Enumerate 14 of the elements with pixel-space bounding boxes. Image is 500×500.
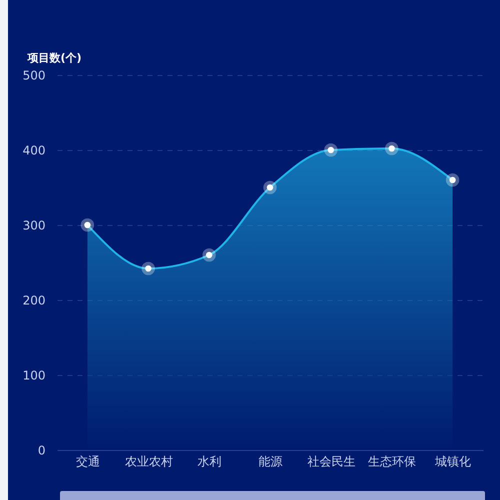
x-tick-label: 水利	[198, 454, 222, 468]
x-tick-label: 社会民生	[307, 454, 356, 468]
x-tick-label: 城镇化	[434, 454, 472, 468]
y-tick-label: 100	[22, 368, 46, 382]
y-axis-title: 项目数(个)	[26, 52, 82, 64]
y-tick-label: 400	[22, 144, 46, 158]
y-tick-label: 200	[22, 294, 46, 308]
x-tick-label: 能源	[258, 454, 282, 468]
x-tick-label: 交通	[76, 454, 100, 468]
y-tick-label: 300	[22, 218, 46, 232]
y-tick-label: 0	[38, 444, 46, 458]
x-tick-label: 农业农村	[124, 454, 173, 468]
y-tick-label: 500	[22, 68, 46, 82]
x-tick-label: 生态环保	[368, 454, 416, 468]
